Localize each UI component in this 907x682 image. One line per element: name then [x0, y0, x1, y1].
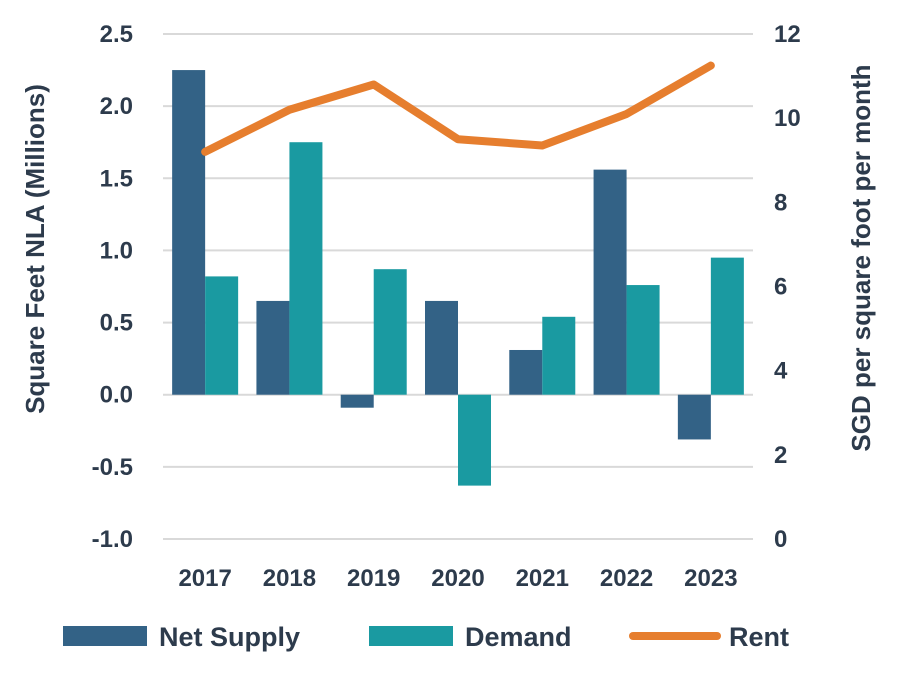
bar-net-supply: [256, 300, 290, 395]
bar-demand: [542, 316, 576, 395]
legend-label-rent: Rent: [729, 622, 789, 652]
legend-swatch-net-supply: [63, 626, 147, 646]
bar-net-supply: [340, 394, 374, 408]
left-axis-title: Square Feet NLA (Millions): [20, 84, 50, 414]
right-tick-label: 8: [774, 189, 787, 216]
x-tick-label: 2022: [600, 565, 653, 592]
bars: [172, 70, 744, 486]
right-tick-label: 12: [774, 21, 801, 48]
bar-demand: [373, 269, 407, 395]
left-tick-label: -0.5: [92, 454, 133, 481]
bar-net-supply: [593, 169, 627, 395]
right-tick-label: 6: [774, 274, 787, 301]
bar-net-supply: [425, 300, 458, 395]
bar-net-supply: [677, 394, 711, 440]
rent-line: [201, 61, 715, 156]
right-tick-label: 2: [774, 442, 787, 469]
legend: Net Supply Demand Rent: [63, 622, 789, 652]
right-tick-label: 0: [774, 526, 787, 553]
rent-line-layer: [201, 61, 715, 156]
bar-net-supply: [509, 349, 543, 395]
left-tick-label: -1.0: [92, 526, 133, 553]
legend-label-demand: Demand: [465, 622, 572, 652]
x-tick-label: 2019: [347, 565, 400, 592]
bar-demand: [205, 276, 239, 395]
x-tick-label: 2018: [263, 565, 316, 592]
bar-demand: [710, 257, 744, 395]
x-tick-label: 2021: [516, 565, 569, 592]
right-axis-ticks: 12 10 8 6 4 2 0: [774, 21, 801, 553]
bar-net-supply: [172, 70, 206, 395]
bar-demand: [626, 285, 660, 395]
right-tick-label: 4: [774, 358, 788, 385]
x-tick-label: 2023: [684, 565, 737, 592]
bar-demand: [289, 142, 323, 395]
left-tick-label: 1.5: [100, 165, 133, 192]
x-tick-label: 2017: [178, 565, 231, 592]
right-tick-label: 10: [774, 105, 801, 132]
left-tick-label: 1.0: [100, 237, 133, 264]
legend-swatch-demand: [369, 626, 453, 646]
x-tick-label: 2020: [431, 565, 484, 592]
left-tick-label: 2.5: [100, 21, 133, 48]
legend-label-net-supply: Net Supply: [159, 622, 300, 652]
right-axis-title: SGD per square foot per month: [846, 64, 876, 451]
bar-demand: [458, 394, 491, 486]
left-axis-ticks: 2.5 2.0 1.5 1.0 0.5 0.0 -0.5 -1.0: [92, 21, 133, 553]
left-tick-label: 0.0: [100, 382, 133, 409]
left-tick-label: 2.0: [100, 93, 133, 120]
left-tick-label: 0.5: [100, 310, 133, 337]
x-axis-ticks: 2017 2018 2019 2020 2021 2022 2023: [178, 565, 737, 592]
